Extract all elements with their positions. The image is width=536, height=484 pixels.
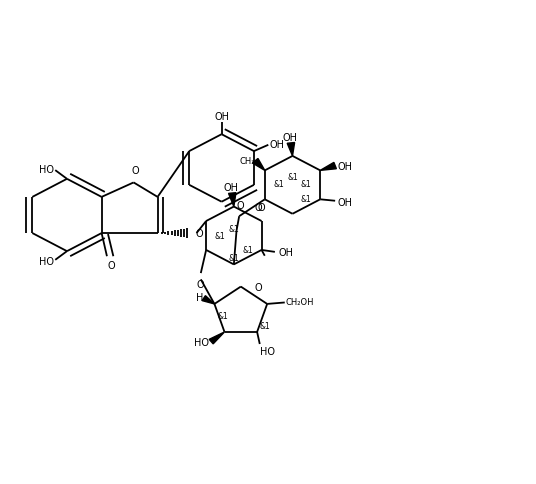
- Text: O: O: [131, 166, 139, 176]
- Text: OH: OH: [337, 161, 352, 171]
- Text: &1: &1: [273, 180, 284, 189]
- Text: OH: OH: [337, 197, 352, 207]
- Text: HO: HO: [260, 347, 275, 357]
- Text: CH₃: CH₃: [240, 157, 255, 166]
- Text: H: H: [196, 292, 204, 302]
- Text: CH₂OH: CH₂OH: [286, 297, 314, 306]
- Text: &1: &1: [242, 246, 253, 255]
- Polygon shape: [252, 159, 265, 171]
- Text: &1: &1: [228, 224, 239, 233]
- Text: OH: OH: [282, 133, 297, 143]
- Text: O: O: [255, 202, 262, 212]
- Text: &1: &1: [260, 321, 271, 330]
- Text: &1: &1: [301, 180, 312, 189]
- Polygon shape: [228, 193, 236, 207]
- Text: &1: &1: [301, 195, 312, 203]
- Polygon shape: [202, 296, 214, 304]
- Text: HO: HO: [39, 165, 54, 175]
- Text: OH: OH: [270, 139, 285, 150]
- Text: OH: OH: [279, 248, 294, 258]
- Text: &1: &1: [217, 312, 228, 320]
- Text: O: O: [258, 203, 265, 213]
- Text: O: O: [196, 228, 203, 239]
- Text: OH: OH: [214, 111, 229, 121]
- Polygon shape: [320, 163, 337, 171]
- Text: O: O: [237, 201, 244, 211]
- Text: O: O: [107, 260, 115, 271]
- Polygon shape: [209, 332, 225, 344]
- Text: &1: &1: [214, 231, 225, 241]
- Text: HO: HO: [39, 256, 54, 266]
- Polygon shape: [287, 143, 295, 157]
- Text: &1: &1: [287, 173, 298, 182]
- Text: OH: OH: [224, 182, 239, 193]
- Text: O: O: [254, 282, 262, 292]
- Text: O: O: [197, 279, 205, 289]
- Text: HO: HO: [193, 337, 209, 347]
- Text: &1: &1: [228, 253, 239, 262]
